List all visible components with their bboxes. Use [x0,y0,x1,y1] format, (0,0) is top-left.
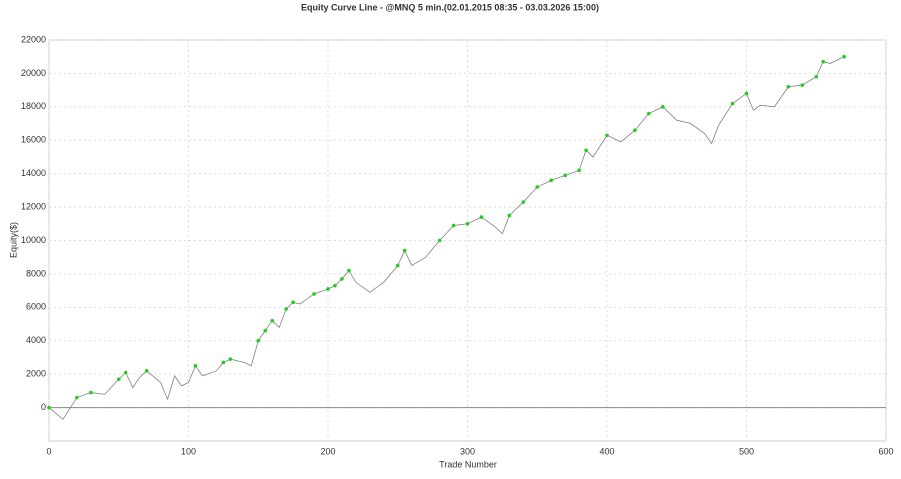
new-high-marker [270,318,275,323]
new-high-marker [333,283,337,288]
new-high-marker [744,91,749,96]
new-high-marker [633,128,637,133]
y-tick-label: 8000 [26,268,46,278]
new-high-marker [814,74,819,79]
new-high-marker [507,213,512,218]
y-tick-label: 0 [41,402,46,412]
new-high-marker [47,405,51,410]
new-high-marker [479,215,484,219]
new-high-marker [228,357,233,361]
new-high-marker [821,59,826,64]
y-tick-label: 4000 [26,335,46,345]
new-high-marker [549,178,553,183]
new-high-marker [221,360,226,365]
x-tick-label: 400 [599,446,614,456]
x-tick-label: 300 [460,446,475,456]
new-high-marker [521,200,526,204]
new-high-marker [89,390,93,395]
x-tick-label: 500 [739,446,754,456]
x-tick-label: 100 [181,446,196,456]
new-high-marker [437,238,442,243]
new-high-marker [123,370,128,375]
new-high-marker [312,292,316,296]
new-high-marker [291,300,295,305]
y-tick-label: 10000 [21,235,46,245]
new-high-marker [605,133,609,138]
y-tick-label: 2000 [26,369,46,379]
new-high-marker [256,338,261,343]
x-axis-label: Trade Number [439,459,497,469]
new-high-marker [786,84,791,89]
new-high-marker [144,369,149,373]
y-tick-label: 6000 [26,302,46,312]
y-tick-label: 12000 [21,201,46,211]
x-tick-label: 600 [878,446,893,456]
chart-title: Equity Curve Line - @MNQ 5 min.(02.01.20… [301,2,599,12]
y-tick-label: 20000 [21,68,46,78]
new-high-marker [402,248,407,253]
y-tick-label: 22000 [21,34,46,44]
new-high-marker [730,101,735,106]
new-high-marker [326,287,330,291]
new-high-marker [465,221,470,226]
y-tick-label: 14000 [21,168,46,178]
new-high-marker [563,173,567,178]
equity-line [48,56,845,420]
new-high-marker [577,168,581,173]
new-high-marker [800,83,805,87]
y-tick-label: 18000 [21,101,46,111]
new-high-marker [116,377,121,381]
new-high-marker [395,263,400,268]
x-tick-label: 0 [46,446,51,456]
new-high-marker [263,328,268,333]
new-high-marker [193,364,198,368]
new-high-marker [535,185,540,189]
y-tick-label: 16000 [21,135,46,145]
new-high-marker [284,307,288,311]
new-high-marker [584,148,588,153]
y-axis-label: Equity($) [8,222,18,258]
new-high-marker [340,277,344,281]
new-high-marker [661,105,665,109]
new-high-marker [347,268,351,273]
new-high-marker [75,395,79,400]
new-high-marker [647,111,651,116]
new-high-marker [842,54,846,59]
x-tick-label: 200 [320,446,335,456]
new-high-marker [451,223,456,228]
